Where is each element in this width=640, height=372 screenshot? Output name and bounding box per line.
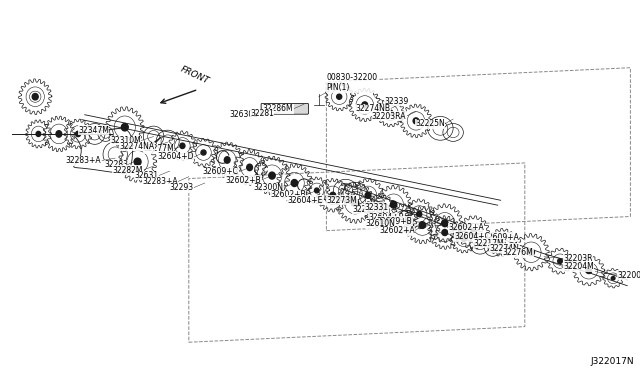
Ellipse shape bbox=[180, 143, 185, 148]
Text: 32602+A: 32602+A bbox=[448, 223, 484, 232]
Text: 32331: 32331 bbox=[365, 203, 389, 212]
Text: FRONT: FRONT bbox=[179, 65, 211, 86]
Text: 32602+B: 32602+B bbox=[225, 176, 261, 185]
Text: 32604+C: 32604+C bbox=[454, 232, 490, 241]
Ellipse shape bbox=[557, 259, 563, 263]
Text: 32282M: 32282M bbox=[113, 166, 143, 174]
Text: 32213M: 32213M bbox=[352, 205, 383, 214]
Text: 32630S: 32630S bbox=[229, 110, 258, 119]
Ellipse shape bbox=[201, 150, 206, 155]
Text: 32339: 32339 bbox=[384, 97, 408, 106]
Ellipse shape bbox=[314, 188, 319, 193]
Text: J322017N: J322017N bbox=[590, 357, 634, 366]
Ellipse shape bbox=[378, 208, 383, 214]
Text: 32300N: 32300N bbox=[253, 183, 284, 192]
Text: 32274N: 32274N bbox=[490, 244, 520, 253]
Text: 32203RA: 32203RA bbox=[372, 112, 406, 121]
Text: 32604+E: 32604+E bbox=[288, 196, 323, 205]
Text: 32283+A: 32283+A bbox=[142, 177, 178, 186]
Text: 32274NA: 32274NA bbox=[120, 142, 155, 151]
Ellipse shape bbox=[362, 102, 367, 108]
Ellipse shape bbox=[442, 230, 448, 235]
Ellipse shape bbox=[528, 249, 534, 256]
Text: 32286M: 32286M bbox=[262, 105, 293, 113]
Text: 32609+B: 32609+B bbox=[376, 217, 412, 226]
Ellipse shape bbox=[269, 172, 275, 179]
Ellipse shape bbox=[413, 118, 419, 124]
Text: 32604+B: 32604+B bbox=[369, 213, 404, 222]
Ellipse shape bbox=[471, 230, 476, 235]
Text: 32200M: 32200M bbox=[618, 271, 640, 280]
Text: 32276M: 32276M bbox=[502, 248, 533, 257]
Text: 32609+C: 32609+C bbox=[203, 167, 239, 176]
Ellipse shape bbox=[337, 94, 342, 99]
Ellipse shape bbox=[56, 131, 61, 137]
Text: 32283: 32283 bbox=[104, 160, 128, 169]
Text: 32602+A: 32602+A bbox=[379, 226, 415, 235]
Ellipse shape bbox=[365, 192, 371, 198]
Ellipse shape bbox=[442, 220, 448, 227]
Text: 32225N: 32225N bbox=[415, 119, 445, 128]
Ellipse shape bbox=[388, 110, 393, 115]
Ellipse shape bbox=[32, 93, 38, 100]
Ellipse shape bbox=[461, 236, 467, 241]
Text: 32610N: 32610N bbox=[365, 219, 396, 228]
Text: 32204M: 32204M bbox=[563, 262, 594, 271]
Ellipse shape bbox=[611, 276, 615, 280]
Ellipse shape bbox=[500, 240, 505, 245]
Ellipse shape bbox=[390, 201, 397, 208]
Ellipse shape bbox=[419, 222, 426, 228]
Text: 32310M: 32310M bbox=[110, 136, 141, 145]
Ellipse shape bbox=[352, 199, 358, 206]
Ellipse shape bbox=[134, 158, 141, 166]
Ellipse shape bbox=[36, 131, 41, 137]
FancyBboxPatch shape bbox=[261, 103, 308, 114]
Text: 32283+A: 32283+A bbox=[65, 156, 101, 165]
Ellipse shape bbox=[76, 131, 81, 137]
Ellipse shape bbox=[291, 180, 298, 186]
Text: 32281: 32281 bbox=[250, 109, 274, 118]
Text: 32203R: 32203R bbox=[563, 254, 593, 263]
Ellipse shape bbox=[225, 157, 230, 163]
Text: 32609+A: 32609+A bbox=[483, 233, 519, 242]
Ellipse shape bbox=[401, 216, 406, 221]
Ellipse shape bbox=[122, 124, 128, 131]
Text: 32631: 32631 bbox=[134, 171, 159, 180]
Text: 32293: 32293 bbox=[169, 183, 193, 192]
Text: 32602+B: 32602+B bbox=[270, 190, 306, 199]
Text: 32347M: 32347M bbox=[78, 126, 109, 135]
Ellipse shape bbox=[247, 164, 253, 171]
Ellipse shape bbox=[330, 192, 336, 198]
Text: 32604+D: 32604+D bbox=[157, 153, 194, 161]
Text: 32273M: 32273M bbox=[326, 196, 357, 205]
Text: 32217M: 32217M bbox=[474, 239, 504, 248]
Text: 32274NB: 32274NB bbox=[355, 104, 390, 113]
Ellipse shape bbox=[417, 211, 422, 217]
Text: 32277M: 32277M bbox=[143, 144, 174, 153]
Text: 00830-32200
PIN(1): 00830-32200 PIN(1) bbox=[326, 73, 378, 92]
Ellipse shape bbox=[586, 268, 592, 273]
